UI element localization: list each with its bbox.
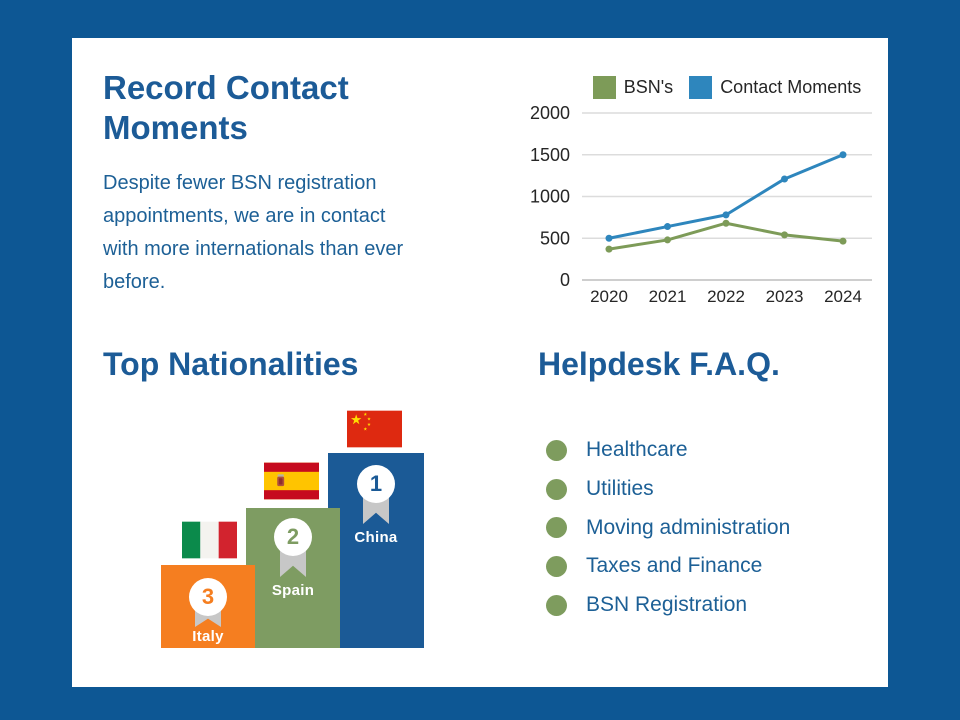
faq-item-label: BSN Registration — [586, 593, 748, 617]
intro-description: Despite fewer BSN registration appointme… — [103, 172, 404, 293]
faq-title: Helpdesk F.A.Q. — [538, 346, 780, 382]
svg-text:2020: 2020 — [590, 287, 628, 306]
bullet-icon — [546, 478, 567, 500]
medal-rank-2: 2 — [274, 518, 312, 556]
page-title: Record Contact Moments — [103, 69, 349, 146]
podium-column-spain: 2 Spain — [246, 508, 340, 648]
medal-number: 3 — [201, 584, 215, 609]
bullet-icon — [546, 594, 567, 616]
country-label-china: China — [354, 529, 398, 546]
country-label-italy: Italy — [192, 628, 224, 645]
contact-moments-chart: 0 500 1000 1500 2000 2020 2021 2022 2023 2024 — [530, 103, 872, 306]
podium-column-china: 1 China — [328, 453, 424, 648]
faq-item: Moving administration — [546, 508, 790, 547]
svg-text:500: 500 — [540, 228, 570, 248]
svg-text:2022: 2022 — [707, 287, 745, 306]
country-label-spain: Spain — [271, 582, 315, 599]
infographic-card: Record Contact Moments Despite fewer BSN… — [72, 38, 888, 687]
svg-text:1500: 1500 — [530, 145, 570, 165]
faq-item-label: Utilities — [586, 477, 654, 501]
faq-item: Taxes and Finance — [546, 547, 790, 586]
legend-label: Contact Moments — [720, 77, 862, 97]
legend-item: BSN's — [592, 76, 674, 99]
medal-number: 2 — [286, 524, 300, 549]
bullet-icon — [546, 555, 567, 577]
legend-swatch-icon — [592, 76, 616, 99]
faq-item: Utilities — [546, 470, 790, 509]
legend-item: Contact Moments — [689, 76, 861, 99]
medal-rank-3: 3 — [189, 578, 227, 616]
svg-text:2000: 2000 — [530, 103, 570, 123]
faq-item-label: Healthcare — [586, 438, 688, 462]
chart-legend: BSN's Contact Moments — [572, 76, 882, 99]
bullet-icon — [546, 439, 567, 461]
svg-text:2024: 2024 — [824, 287, 862, 306]
medal-number: 1 — [369, 471, 383, 496]
medal-rank-1: 1 — [357, 465, 395, 503]
italy-flag-icon — [182, 521, 237, 559]
legend-label: BSN's — [623, 77, 674, 97]
spain-flag-icon — [264, 462, 319, 500]
faq-item-label: Moving administration — [586, 515, 791, 539]
nationalities-title: Top Nationalities — [103, 346, 359, 382]
china-flag-icon — [347, 410, 402, 448]
svg-text:2021: 2021 — [649, 287, 687, 306]
legend-swatch-icon — [689, 76, 713, 99]
bullet-icon — [546, 517, 567, 539]
faq-item-label: Taxes and Finance — [586, 554, 763, 578]
svg-text:1000: 1000 — [530, 187, 570, 207]
svg-text:0: 0 — [560, 270, 570, 290]
faq-list: Healthcare Utilities Moving administrati… — [546, 431, 790, 624]
svg-text:2023: 2023 — [766, 287, 804, 306]
faq-item: BSN Registration — [546, 586, 790, 625]
podium-column-italy: 3 Italy — [161, 565, 255, 648]
faq-item: Healthcare — [546, 431, 790, 470]
